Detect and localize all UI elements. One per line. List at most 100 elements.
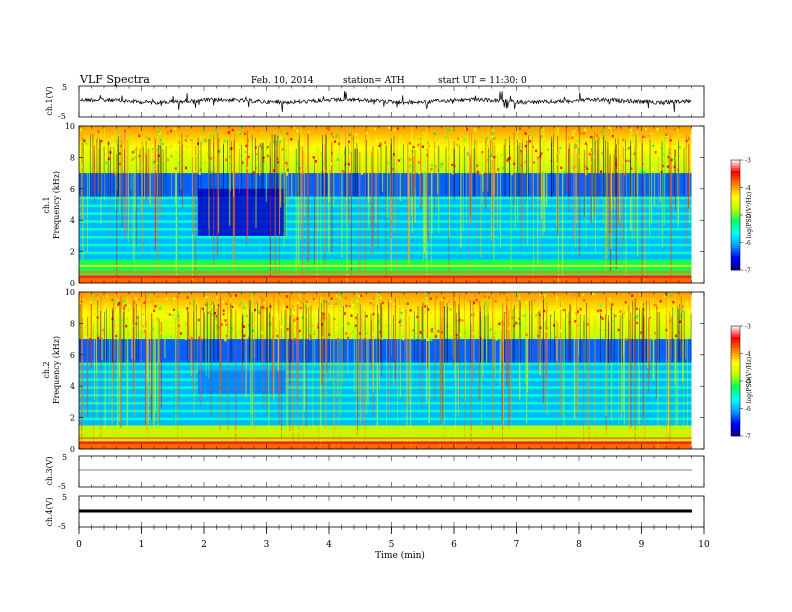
- colorbar-segment: [731, 193, 740, 197]
- spectrogram-speckle: [633, 137, 636, 140]
- ch2-spectrogram-image: [79, 292, 704, 450]
- spectrogram-speckle: [563, 171, 566, 174]
- spectrogram-speckle: [336, 326, 339, 329]
- spectrogram-speckle: [590, 151, 593, 155]
- spectrogram-speckle: [178, 324, 181, 328]
- spectrogram-speckle: [120, 144, 123, 148]
- spectrogram-speckle: [296, 162, 299, 165]
- colorbar-segment: [731, 267, 740, 271]
- spectrogram-speckle: [494, 332, 497, 335]
- spectrogram-row: [79, 165, 692, 169]
- spectrogram-speckle: [185, 126, 188, 129]
- spectrogram-speckle: [389, 161, 392, 164]
- spectrogram-speckle: [121, 142, 124, 145]
- spectrogram-speckle: [583, 299, 585, 302]
- spectrogram-speckle: [423, 170, 426, 174]
- colorbar-segment: [731, 171, 740, 175]
- spectrogram-row: [79, 152, 692, 156]
- spectrogram-row: [79, 243, 692, 247]
- ch1-spectrogram-ylabel: Frequency (kHz): [52, 171, 61, 239]
- spectrogram-speckle: [290, 157, 293, 160]
- spectrogram-speckle: [331, 151, 333, 155]
- spectrogram-speckle: [176, 295, 179, 298]
- spectrogram-speckle: [421, 145, 424, 148]
- spectrogram-speckle: [120, 135, 123, 138]
- spectrogram-speckle: [320, 159, 323, 163]
- spectrogram-speckle: [286, 141, 289, 145]
- spectrogram-speckle: [193, 299, 196, 302]
- freq-tick-label: 10: [65, 122, 75, 131]
- ch1-colorbar-label: log(PSD(V²/Hz): [746, 192, 753, 239]
- spectrogram-speckle: [474, 294, 477, 297]
- spectrogram-speckle: [330, 297, 333, 300]
- spectrogram-speckle: [90, 301, 92, 304]
- spectrogram-speckle: [406, 302, 409, 305]
- spectrogram-speckle: [442, 296, 445, 300]
- spectrogram-speckle: [493, 156, 496, 159]
- colorbar-segment: [731, 328, 740, 332]
- spectrogram-speckle: [336, 338, 339, 341]
- spectrogram-speckle: [364, 140, 367, 144]
- spectrogram-speckle: [619, 126, 622, 129]
- spectrogram-speckle: [156, 317, 159, 321]
- colorbar-segment: [731, 228, 740, 232]
- spectrogram-speckle: [178, 141, 181, 144]
- spectrogram-speckle: [357, 295, 360, 298]
- spectrogram-speckle: [483, 332, 486, 336]
- spectrogram-speckle: [485, 158, 488, 162]
- freq-tick-label: 0: [70, 279, 75, 288]
- spectrogram-speckle: [656, 306, 659, 310]
- spectrogram-speckle: [448, 300, 450, 303]
- spectrogram-speckle: [431, 327, 433, 331]
- spectrogram-speckle: [520, 313, 523, 316]
- spectrogram-speckle: [276, 127, 279, 131]
- spectrogram-row: [79, 344, 692, 348]
- spectrogram-speckle: [263, 302, 266, 305]
- spectrogram-speckle: [413, 134, 416, 137]
- spectrogram-speckle: [488, 320, 491, 323]
- spectrogram-row: [79, 305, 692, 308]
- spectrogram-speckle: [174, 317, 177, 320]
- ch4-ytick-top: 5: [62, 493, 67, 502]
- spectrogram-speckle: [500, 153, 503, 157]
- spectrogram-speckle: [556, 318, 559, 322]
- spectrogram-speckle: [135, 297, 137, 300]
- ch1-waveform-ylabel: ch.1(V): [45, 86, 54, 115]
- spectrogram-speckle: [142, 327, 145, 330]
- spectrogram-speckle: [307, 131, 310, 134]
- spectrogram-speckle: [689, 148, 692, 151]
- spectrogram-speckle: [338, 142, 341, 145]
- spectrogram-speckle: [570, 169, 573, 173]
- spectrogram-speckle: [499, 325, 502, 328]
- spectrogram-speckle: [516, 315, 519, 318]
- spectrogram-speckle: [429, 311, 432, 315]
- spectrogram-speckle: [319, 313, 322, 316]
- spectrogram-speckle: [379, 296, 382, 300]
- spectrogram-speckle: [648, 134, 651, 138]
- spectrogram-speckle: [451, 172, 454, 175]
- spectrogram-speckle: [214, 312, 216, 315]
- spectrogram-speckle: [258, 311, 261, 315]
- colorbar-segment: [731, 334, 740, 338]
- spectrogram-speckle: [426, 154, 429, 157]
- spectrogram-speckle: [418, 161, 421, 164]
- spectrogram-speckle: [375, 139, 378, 142]
- time-tick-label: 7: [514, 540, 520, 550]
- spectrogram-speckle: [148, 137, 151, 141]
- spectrogram-speckle: [546, 148, 549, 151]
- spectrogram-row: [79, 214, 692, 218]
- ch3-ytick-bottom: -5: [58, 482, 66, 491]
- spectrogram-speckle: [519, 150, 522, 153]
- spectrogram-speckle: [360, 294, 363, 297]
- spectrogram-speckle: [356, 140, 359, 143]
- spectrogram-speckle: [135, 148, 138, 151]
- spectrogram-speckle: [294, 338, 296, 341]
- spectrogram-speckle: [533, 128, 536, 131]
- spectrogram-speckle: [372, 300, 374, 303]
- spectrogram-speckle: [334, 328, 337, 331]
- spectrogram-speckle: [215, 129, 217, 132]
- spectrogram-speckle: [649, 316, 651, 319]
- spectrogram-speckle: [427, 141, 430, 145]
- spectrogram-speckle: [644, 142, 647, 145]
